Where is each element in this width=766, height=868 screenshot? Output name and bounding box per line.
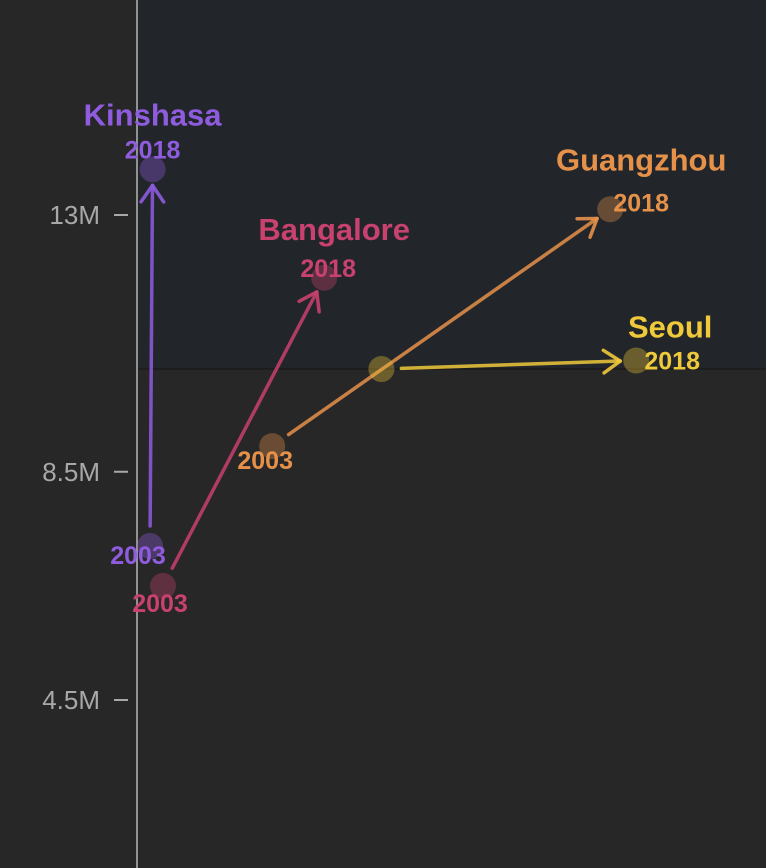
bangalore-end-year-label: 2018 [300, 255, 356, 283]
guangzhou-start-year-label: 2003 [237, 447, 293, 475]
kinshasa-point-end [139, 156, 166, 183]
kinshasa-arrow-line [148, 183, 155, 528]
bangalore-point-start [150, 572, 176, 599]
upper-highlight-band [137, 0, 766, 370]
y-tick-label: 13M [49, 200, 100, 230]
bangalore-series [150, 264, 338, 599]
kinshasa-end-year-label: 2018 [125, 136, 181, 164]
kinshasa-city-label: Kinshasa [84, 97, 223, 132]
bangalore-point-end [311, 264, 338, 291]
y-tick-label: 4.5M [42, 685, 100, 715]
guangzhou-arrow-head [575, 216, 599, 239]
y-axis-ticks: 13M 8.5M 4.5M [42, 200, 128, 715]
seoul-point-start [368, 356, 395, 383]
kinshasa-series [137, 156, 166, 559]
guangzhou-point-end [597, 196, 624, 223]
bangalore-arrow-head [297, 290, 321, 314]
series-marks [137, 156, 650, 599]
seoul-arrow-line [399, 359, 622, 371]
seoul-end-year-label: 2018 [644, 348, 700, 376]
guangzhou-end-year-label: 2018 [613, 189, 669, 217]
bangalore-start-year-label: 2003 [132, 590, 188, 618]
y-tick-label: 8.5M [42, 457, 100, 487]
guangzhou-series [259, 196, 624, 460]
guangzhou-city-label: Guangzhou [556, 142, 726, 177]
bangalore-city-label: Bangalore [258, 212, 410, 247]
kinshasa-point-start [137, 532, 163, 559]
seoul-series [368, 347, 650, 383]
guangzhou-point-start [259, 433, 286, 460]
guangzhou-arrow-line [286, 216, 599, 437]
kinshasa-arrow-head [139, 183, 166, 204]
seoul-city-label: Seoul [628, 310, 712, 345]
seoul-point-end [623, 347, 650, 374]
bangalore-arrow-line [170, 290, 319, 570]
seoul-arrow-head [601, 348, 622, 375]
kinshasa-start-year-label: 2003 [110, 542, 166, 570]
series-labels: Kinshasa 2018 2003 Bangalore 2018 2003 Guangzh… [84, 97, 727, 618]
